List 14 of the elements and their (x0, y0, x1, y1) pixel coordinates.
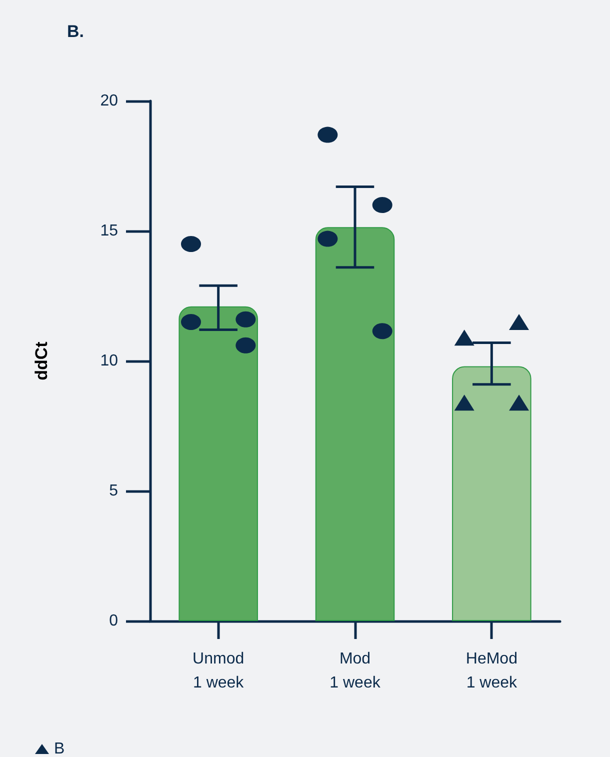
y-tick-label: 15 (100, 222, 118, 240)
y-tick-label: 0 (109, 612, 118, 630)
chart-title: B. (67, 22, 84, 41)
y-tick-label: 5 (109, 482, 118, 500)
y-axis-title: ddCt (32, 341, 51, 380)
bar (452, 366, 532, 621)
bar (315, 227, 395, 621)
bar (178, 306, 258, 621)
y-tick-label: 10 (100, 352, 118, 370)
x-tick-label: Mod 1 week (330, 650, 382, 692)
legend-label: B (54, 740, 65, 757)
x-tick-label: HeMod 1 week (466, 650, 518, 692)
x-tick-label: Unmod 1 week (192, 650, 245, 692)
y-tick-label: 20 (100, 92, 118, 110)
